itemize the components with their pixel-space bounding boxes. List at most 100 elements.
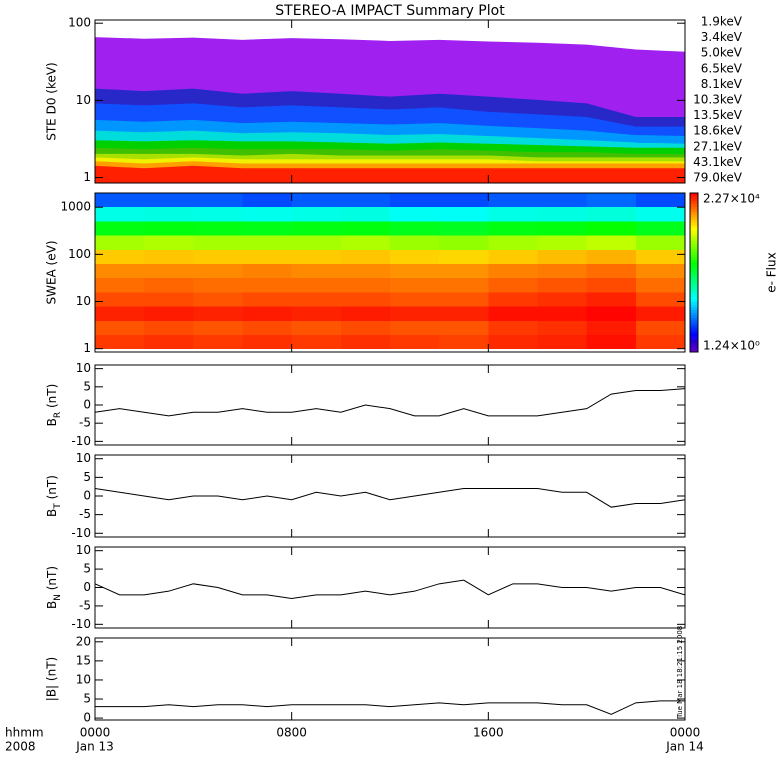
heatmap-cell xyxy=(291,193,342,208)
y-tick-label: 100 xyxy=(68,247,91,261)
heatmap-cell xyxy=(193,263,243,279)
colorbar-step xyxy=(690,243,698,247)
y-tick-label: 0 xyxy=(83,398,91,412)
heatmap-cell xyxy=(488,235,538,250)
heatmap-cell xyxy=(390,320,440,335)
heatmap-cell xyxy=(390,220,440,236)
heatmap-cell xyxy=(537,320,588,335)
panel-frame xyxy=(94,637,686,721)
heatmap-cell xyxy=(390,306,440,321)
heatmap-cell xyxy=(635,291,686,307)
colorbar-step xyxy=(690,211,698,215)
colorbar-step xyxy=(690,256,698,260)
heatmap-cell xyxy=(439,206,489,222)
colorbar-step xyxy=(690,322,698,326)
heatmap-cell xyxy=(95,206,145,222)
heatmap-cell xyxy=(144,193,194,208)
heatmap-cell xyxy=(291,263,342,279)
heatmap-cell xyxy=(95,263,145,279)
heatmap-cell xyxy=(340,249,391,264)
heatmap-cell xyxy=(193,249,243,264)
data-line xyxy=(94,579,686,600)
y-tick-label: 5 xyxy=(83,379,91,393)
heatmap-cell xyxy=(635,206,686,222)
colorbar-step xyxy=(690,338,698,342)
colorbar-step xyxy=(690,314,698,319)
colorbar-step xyxy=(690,232,698,236)
legend-entry: 1.9keV xyxy=(701,15,743,29)
y-tick-label: -5 xyxy=(79,598,91,612)
y-axis-label: STE D0 (keV) xyxy=(45,62,59,141)
heatmap-cell xyxy=(488,206,538,222)
heatmap-cell xyxy=(439,291,489,307)
colorbar-step xyxy=(690,251,698,255)
colorbar-step xyxy=(690,346,698,350)
heatmap-cell xyxy=(144,320,194,335)
heatmap-cell xyxy=(144,263,194,279)
colorbar-step xyxy=(690,198,698,202)
heatmap-cell xyxy=(340,193,391,208)
y-axis-label-part: R xyxy=(53,412,63,418)
colorbar-step xyxy=(690,328,698,332)
y-axis-label-part: (nT) xyxy=(45,384,59,412)
x-tick-label: 0800 xyxy=(276,726,307,740)
colorbar-step xyxy=(690,336,698,340)
heatmap-cell xyxy=(635,277,686,293)
colorbar-step xyxy=(690,240,698,244)
year-label: 2008 xyxy=(5,740,36,754)
heatmap-cell xyxy=(439,249,489,264)
heatmap-cell xyxy=(340,235,391,250)
colorbar-step xyxy=(690,272,698,276)
heatmap-cell xyxy=(537,306,588,321)
y-axis-label-part: B xyxy=(45,601,59,609)
y-axis-label: BR (nT) xyxy=(45,384,63,427)
colorbar-step xyxy=(690,238,698,242)
colorbar-step xyxy=(690,349,698,353)
y-tick-label: 0 xyxy=(83,711,91,725)
y-tick-label: 0 xyxy=(83,580,91,594)
heatmap-cell xyxy=(439,235,489,250)
colorbar-step xyxy=(690,230,698,234)
colorbar-step xyxy=(690,304,698,308)
colorbar-step xyxy=(690,203,698,207)
heatmap-cell xyxy=(95,249,145,264)
heatmap-cell xyxy=(193,220,243,236)
heatmap-cell xyxy=(144,206,194,222)
heatmap-cell xyxy=(635,320,686,335)
heatmap-cell xyxy=(586,206,637,222)
data-line xyxy=(94,388,686,417)
colorbar-step xyxy=(690,253,698,258)
heatmap-cell xyxy=(390,249,440,264)
y-axis-label: |B| (nT) xyxy=(45,657,59,701)
y-axis-label-part: (nT) xyxy=(45,566,59,594)
heatmap-cell xyxy=(144,220,194,236)
heatmap-cell xyxy=(635,334,686,350)
heatmap-cell xyxy=(144,249,194,264)
heatmap-cell xyxy=(390,334,440,350)
y-axis-label: SWEA (eV) xyxy=(45,240,59,304)
date-label: Jan 13 xyxy=(75,740,114,754)
x-tick-label: 1600 xyxy=(473,726,504,740)
heatmap-cell xyxy=(537,235,588,250)
colorbar-step xyxy=(690,330,698,334)
heatmap-cell xyxy=(291,320,342,335)
heatmap-cell xyxy=(193,235,243,250)
time-axis-label: hhmm xyxy=(5,726,44,740)
legend-entry: 5.0keV xyxy=(701,46,743,60)
colorbar-step xyxy=(690,291,698,295)
y-tick-label: 10 xyxy=(76,672,91,686)
legend-entry: 13.5keV xyxy=(693,108,743,122)
colorbar-step xyxy=(690,193,698,197)
colorbar-step xyxy=(690,325,698,329)
heatmap-cell xyxy=(95,320,145,335)
y-tick-label: 1000 xyxy=(60,200,91,214)
heatmap-cell xyxy=(488,306,538,321)
colorbar-step xyxy=(690,227,698,231)
colorbar-step xyxy=(690,206,698,210)
colorbar-step xyxy=(690,216,698,220)
y-axis-label-part: (nT) xyxy=(45,475,59,503)
heatmap-cell xyxy=(193,306,243,321)
series-area xyxy=(94,165,686,184)
colorbar-step xyxy=(690,320,698,324)
heatmap-cell xyxy=(586,235,637,250)
